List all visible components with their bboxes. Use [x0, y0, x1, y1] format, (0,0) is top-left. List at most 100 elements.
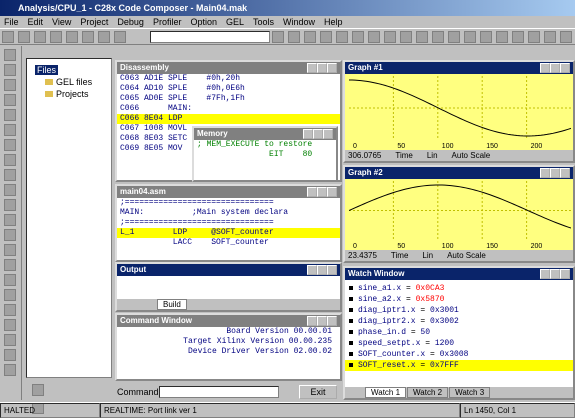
exit-button[interactable]: Exit — [299, 385, 337, 399]
tool-button[interactable] — [4, 199, 16, 211]
tree-item[interactable]: GEL files — [45, 77, 111, 87]
tool-button[interactable] — [480, 31, 492, 43]
watch-row[interactable]: sine_a1.x = 0x0CA3 — [345, 283, 573, 294]
window-button[interactable] — [550, 269, 560, 279]
window-button[interactable] — [307, 63, 317, 73]
window-button[interactable] — [560, 63, 570, 73]
tool-button[interactable] — [336, 31, 348, 43]
tool-button[interactable] — [4, 64, 16, 76]
tool-button[interactable] — [4, 214, 16, 226]
watch-row[interactable]: phase_in.d = 50 — [345, 327, 573, 338]
window-button[interactable] — [307, 316, 317, 326]
window-button[interactable] — [303, 129, 313, 139]
tool-button[interactable] — [82, 31, 94, 43]
window-button[interactable] — [560, 168, 570, 178]
window-button[interactable] — [540, 63, 550, 73]
tool-button[interactable] — [560, 31, 572, 43]
window-button[interactable] — [317, 265, 327, 275]
tool-button[interactable] — [288, 31, 300, 43]
tool-button[interactable] — [320, 31, 332, 43]
window-button[interactable] — [560, 269, 570, 279]
tool-button[interactable] — [496, 31, 508, 43]
watch-row[interactable]: SOFT_counter.x = 0x3008 — [345, 349, 573, 360]
menu-item[interactable]: GEL — [225, 17, 244, 27]
window-button[interactable] — [317, 63, 327, 73]
tool-button[interactable] — [368, 31, 380, 43]
window-button[interactable] — [327, 63, 337, 73]
watch-row[interactable]: diag_iptr1.x = 0x3001 — [345, 305, 573, 316]
tool-button[interactable] — [98, 31, 110, 43]
tab[interactable]: Watch 3 — [449, 387, 491, 398]
tool-button[interactable] — [50, 31, 62, 43]
tool-button[interactable] — [4, 244, 16, 256]
tool-button[interactable] — [4, 229, 16, 241]
menu-item[interactable]: File — [4, 17, 19, 27]
window-button[interactable] — [313, 129, 323, 139]
window-button[interactable] — [540, 168, 550, 178]
window-button[interactable] — [327, 316, 337, 326]
window-button[interactable] — [307, 187, 317, 197]
tool-button[interactable] — [4, 139, 16, 151]
tree-root[interactable]: Files — [27, 59, 111, 75]
window-button[interactable] — [317, 187, 327, 197]
tool-button[interactable] — [4, 124, 16, 136]
tab-icon[interactable] — [32, 384, 44, 396]
tool-button[interactable] — [4, 259, 16, 271]
tool-button[interactable] — [4, 289, 16, 301]
window-button[interactable] — [317, 316, 327, 326]
tool-button[interactable] — [2, 31, 14, 43]
tool-button[interactable] — [304, 31, 316, 43]
menu-item[interactable]: Tools — [253, 17, 275, 27]
menu-item[interactable]: Edit — [27, 17, 44, 27]
tool-button[interactable] — [66, 31, 78, 43]
window-button[interactable] — [540, 269, 550, 279]
tool-button[interactable] — [114, 31, 126, 43]
tool-button[interactable] — [432, 31, 444, 43]
watch-row[interactable]: diag_iptr2.x = 0x3002 — [345, 316, 573, 327]
window-button[interactable] — [307, 265, 317, 275]
command-input[interactable] — [159, 386, 279, 398]
tool-button[interactable] — [4, 319, 16, 331]
tool-button[interactable] — [34, 31, 46, 43]
tool-button[interactable] — [448, 31, 460, 43]
tool-button[interactable] — [18, 31, 30, 43]
tool-button[interactable] — [512, 31, 524, 43]
window-button[interactable] — [323, 129, 333, 139]
tool-button[interactable] — [4, 79, 16, 91]
tool-button[interactable] — [4, 94, 16, 106]
tool-button[interactable] — [4, 49, 16, 61]
window-button[interactable] — [550, 63, 560, 73]
tool-button[interactable] — [528, 31, 540, 43]
tool-button[interactable] — [352, 31, 364, 43]
tool-button[interactable] — [416, 31, 428, 43]
window-button[interactable] — [550, 168, 560, 178]
tool-button[interactable] — [544, 31, 556, 43]
tool-button[interactable] — [4, 184, 16, 196]
tab[interactable]: Watch 2 — [407, 387, 449, 398]
tool-button[interactable] — [4, 349, 16, 361]
tool-button[interactable] — [400, 31, 412, 43]
search-box[interactable] — [150, 31, 270, 43]
tool-button[interactable] — [464, 31, 476, 43]
menu-item[interactable]: Project — [80, 17, 109, 27]
watch-row[interactable]: SOFT_reset.x = 0x7FFF — [345, 360, 573, 371]
tool-button[interactable] — [4, 154, 16, 166]
menu-item[interactable]: View — [52, 17, 72, 27]
tool-button[interactable] — [4, 169, 16, 181]
menu-item[interactable]: Help — [324, 17, 343, 27]
tool-button[interactable] — [4, 109, 16, 121]
menu-item[interactable]: Profiler — [152, 17, 182, 27]
menu-item[interactable]: Debug — [117, 17, 144, 27]
tool-button[interactable] — [4, 334, 16, 346]
tool-button[interactable] — [4, 274, 16, 286]
window-button[interactable] — [327, 187, 337, 197]
tab[interactable]: Build — [157, 299, 187, 310]
watch-row[interactable]: speed_setpt.x = 1200 — [345, 338, 573, 349]
menu-item[interactable]: Option — [190, 17, 217, 27]
tool-button[interactable] — [272, 31, 284, 43]
window-button[interactable] — [327, 265, 337, 275]
tool-button[interactable] — [4, 364, 16, 376]
tree-item[interactable]: Projects — [45, 89, 111, 99]
tab[interactable]: Watch 1 — [365, 387, 407, 398]
tool-button[interactable] — [4, 304, 16, 316]
